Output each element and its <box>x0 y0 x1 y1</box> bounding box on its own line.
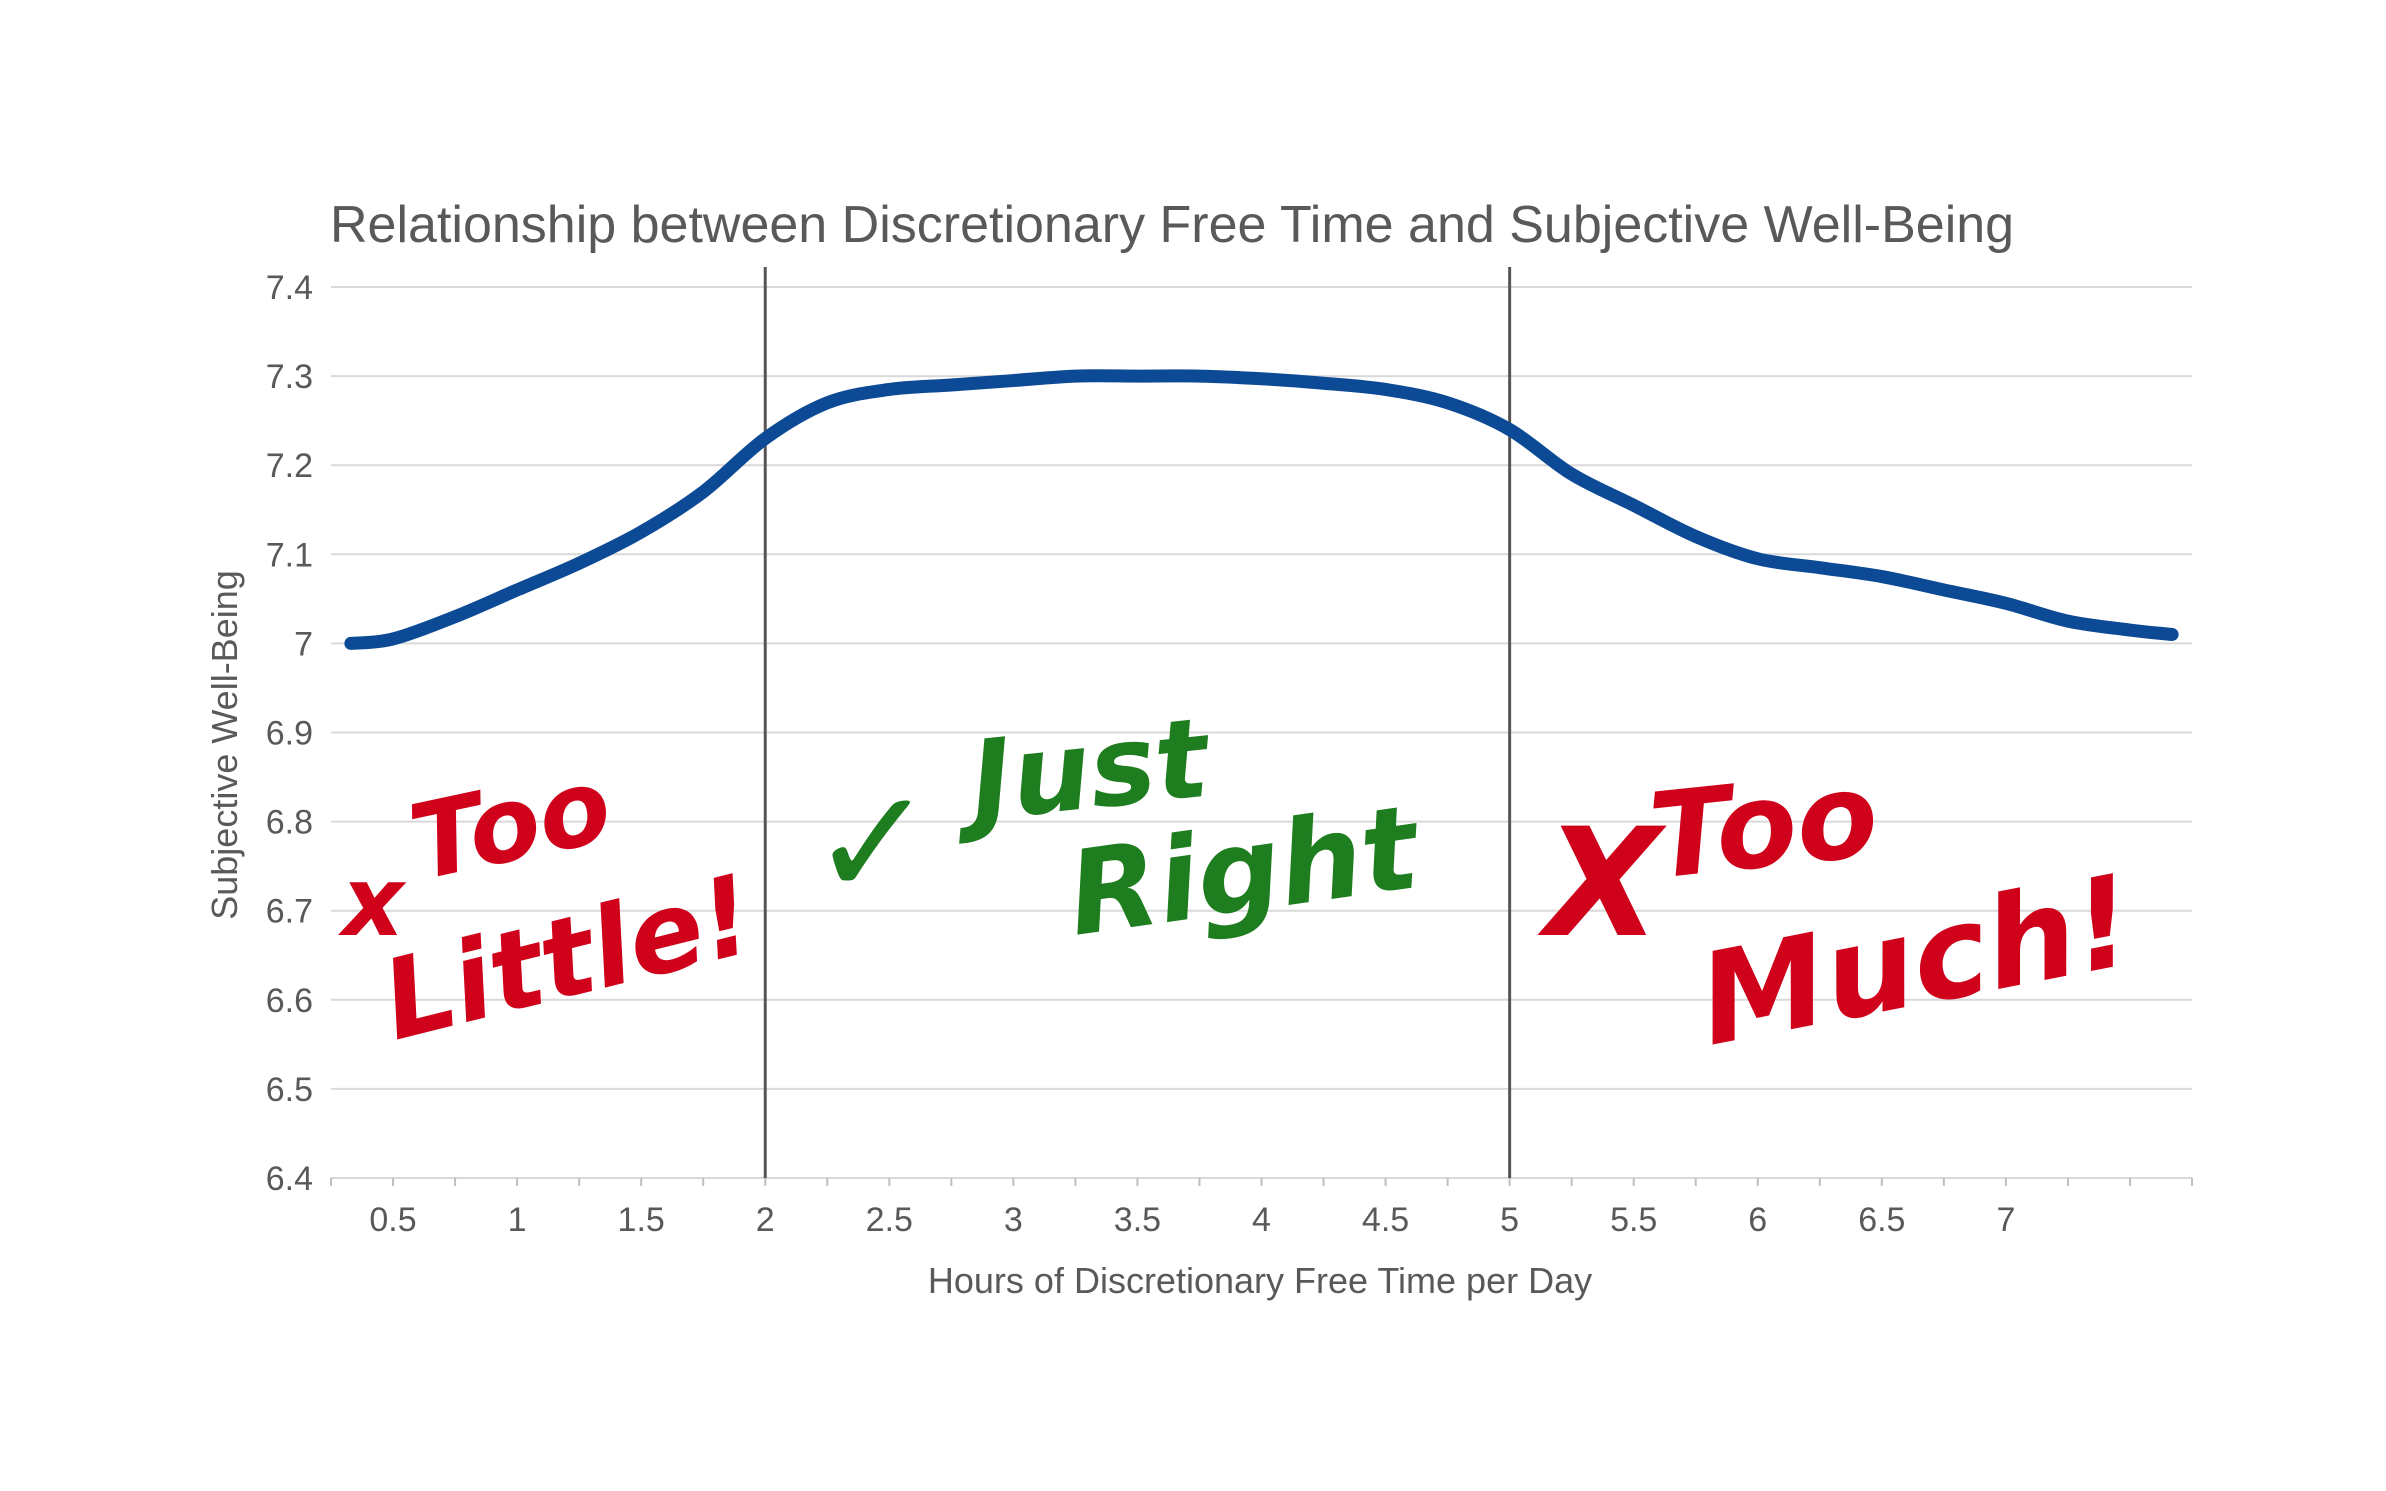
y-tick-label: 7.1 <box>266 536 313 574</box>
y-tick-label: 6.7 <box>266 893 313 931</box>
y-tick-labels: 6.4 6.5 6.6 6.7 6.8 6.9 7 7.1 7.2 7.3 7.4 <box>266 269 313 1198</box>
y-tick-label: 7.4 <box>266 269 313 307</box>
y-tick-label: 7.3 <box>266 358 313 396</box>
x-tick-label: 2 <box>756 1201 775 1239</box>
x-tick-labels: 0.5 1 1.5 2 2.5 3 3.5 4 4.5 5 5.5 6 6.5 7 <box>369 1201 2015 1239</box>
x-tick-label: 6.5 <box>1858 1201 1905 1239</box>
x-tick-marks <box>330 1178 2193 1186</box>
y-tick-label: 6.4 <box>266 1160 313 1198</box>
annotation-too-much-line1: Too <box>1644 745 1885 906</box>
y-tick-label: 6.9 <box>266 715 313 753</box>
x-axis-label: Hours of Discretionary Free Time per Day <box>928 1260 1592 1301</box>
x-tick-label: 3.5 <box>1114 1201 1161 1239</box>
annotation-too-much: X Too Much! <box>1537 745 2145 1075</box>
x-tick-label: 6 <box>1748 1201 1767 1239</box>
y-tick-label: 7 <box>294 625 313 663</box>
grid-lines <box>331 286 2192 1179</box>
annotation-just-right-line1: Just <box>945 693 1217 847</box>
x-tick-label: 4 <box>1252 1201 1271 1239</box>
x-tick-label: 4.5 <box>1362 1201 1409 1239</box>
x-tick-label: 1 <box>508 1201 527 1239</box>
annotation-too-little: x Too Little! <box>338 743 766 1065</box>
annotation-just-right-mark: ✓ <box>810 757 936 931</box>
annotation-just-right: ✓ Just Right <box>810 693 1430 962</box>
y-tick-label: 6.8 <box>266 804 313 842</box>
annotation-too-little-line1: Too <box>400 743 621 904</box>
y-tick-label: 6.6 <box>266 982 313 1020</box>
chart-title: Relationship between Discretionary Free … <box>330 196 2014 254</box>
series-group <box>344 369 2179 650</box>
x-tick-label: 5.5 <box>1610 1201 1657 1239</box>
x-tick-label: 5 <box>1500 1201 1519 1239</box>
annotation-too-little-mark: x <box>338 846 407 958</box>
series-line <box>344 369 2179 650</box>
y-tick-label: 7.2 <box>266 447 313 485</box>
x-tick-label: 2.5 <box>866 1201 913 1239</box>
x-tick-label: 7 <box>1996 1201 2015 1239</box>
x-tick-label: 3 <box>1004 1201 1023 1239</box>
y-tick-label: 6.5 <box>266 1071 313 1109</box>
x-tick-label: 1.5 <box>618 1201 665 1239</box>
annotation-too-much-mark: X <box>1537 797 1667 971</box>
reference-lines <box>763 267 1512 1178</box>
x-tick-label: 0.5 <box>369 1201 416 1239</box>
y-axis-label: Subjective Well-Being <box>204 570 245 920</box>
